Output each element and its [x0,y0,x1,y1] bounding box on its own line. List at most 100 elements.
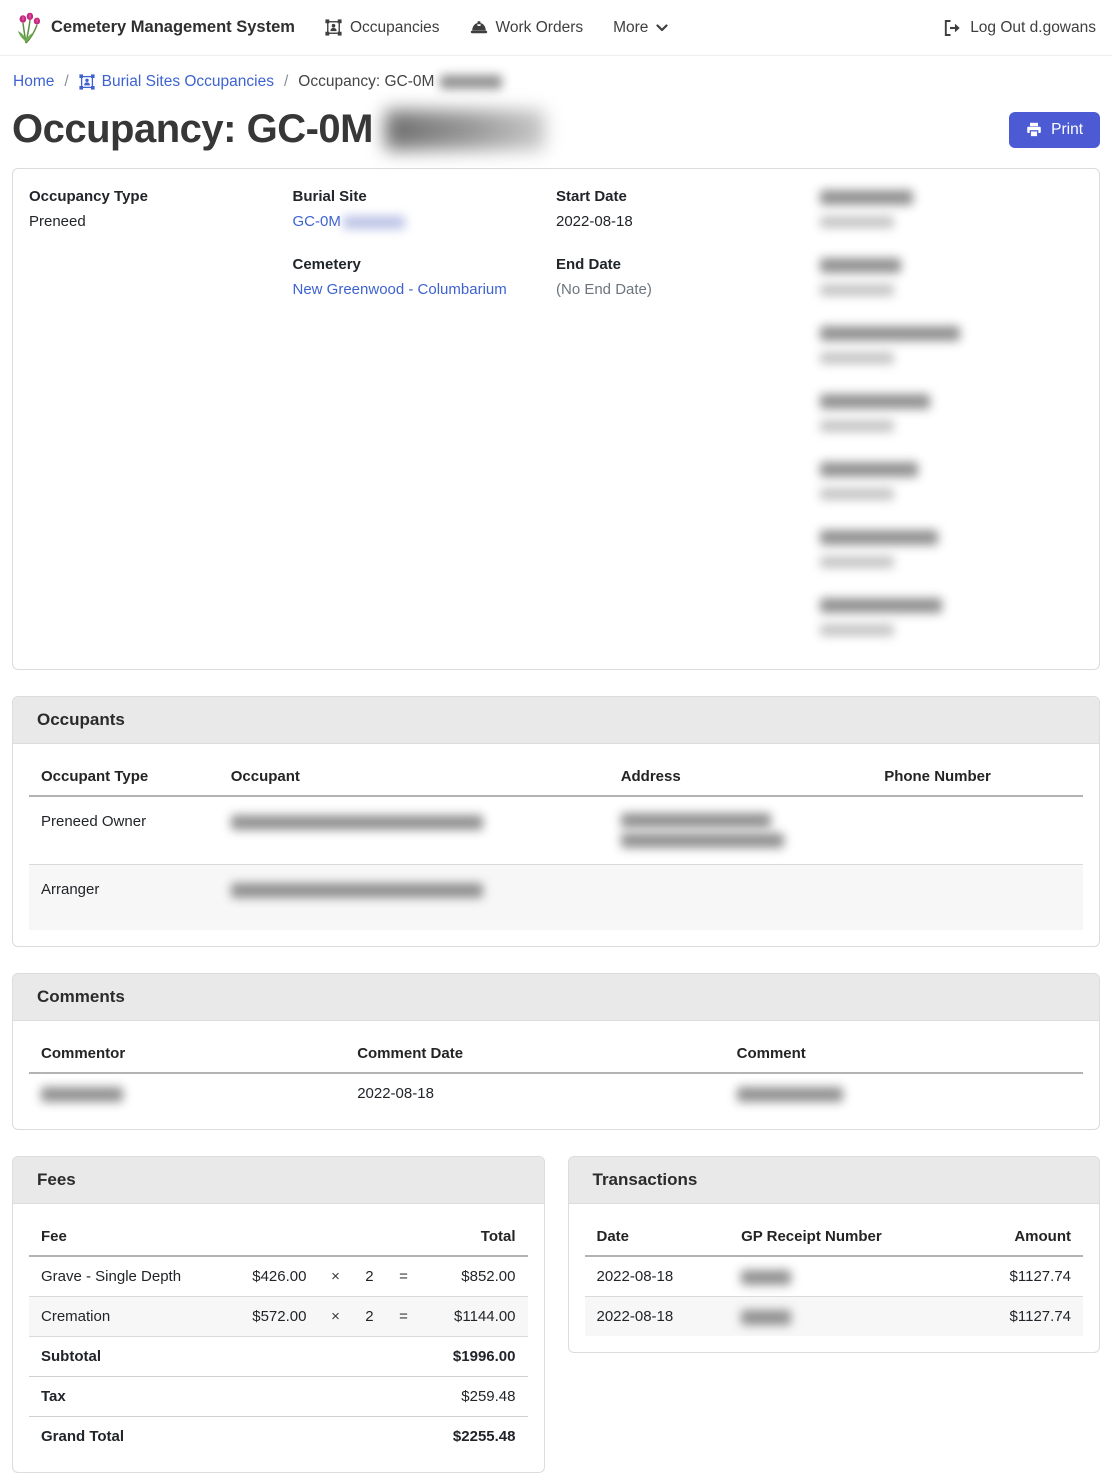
details-col-3: Start Date 2022-08-18 End Date (No End D… [556,187,820,653]
fees-title: Fees [13,1157,544,1204]
tax-value: $259.48 [234,1376,528,1417]
transaction-date-cell: 2022-08-18 [596,1308,674,1325]
redacted-text [440,75,503,89]
fee-name-cell: Grave - Single Depth [29,1256,235,1297]
start-date-label: Start Date [556,188,627,205]
comments-card: Comments Commentor Comment Date Comment … [12,973,1100,1130]
table-row: 2022-08-18 $1127.74 [584,1296,1083,1337]
transaction-date-cell: 2022-08-18 [584,1256,730,1297]
table-row: Cremation $572.00 × 2 = $1144.00 [29,1296,528,1337]
occupancy-details-card: Occupancy Type Preneed Burial Site GC-0M… [12,168,1100,670]
commentor-cell [29,1073,345,1113]
tax-row: Tax $259.48 [29,1376,528,1417]
tulips-logo-icon [16,12,42,44]
column-header: GP Receipt Number [729,1212,969,1257]
breadcrumb-separator: / [64,73,69,90]
transactions-table: Date GP Receipt Number Amount 2022-08-18… [584,1212,1083,1337]
column-header: Occupant [218,752,609,797]
comment-cell [725,1073,1083,1113]
fee-unit-cell: $426.00 [234,1256,319,1297]
navbar: Cemetery Management System Occupancies [0,0,1112,56]
fee-total-cell: $852.00 [420,1256,528,1297]
column-header: Total [420,1212,528,1257]
grand-total-row: Grand Total $2255.48 [29,1416,528,1456]
cemetery-label: Cemetery [292,256,361,273]
column-header: Commentor [29,1029,346,1074]
comment-date-cell: 2022-08-18 [357,1085,434,1102]
occupants-table: Occupant Type Occupant Address Phone Num… [29,752,1083,930]
occupant-address-cell [609,865,873,931]
fee-equals-cell: = [386,1256,421,1297]
fee-qty-cell: 2 [352,1256,387,1297]
transactions-card: Transactions Date GP Receipt Number Amou… [567,1156,1100,1353]
nav-item-label: Work Orders [495,18,584,36]
table-row: Preneed Owner [29,796,1083,865]
page-header: Occupancy: GC-0M Print [0,101,1112,168]
transaction-amount-cell: $1127.74 [968,1256,1083,1297]
subtotal-row: Subtotal $1996.00 [29,1336,528,1377]
gp-receipt-cell [729,1297,968,1337]
hard-hat-icon [470,20,488,35]
transactions-title: Transactions [568,1157,1099,1204]
nav-item-work-orders[interactable]: Work Orders [470,18,584,37]
comments-table: Commentor Comment Date Comment 2022-08-1… [29,1029,1083,1113]
gp-receipt-cell [729,1256,969,1297]
occupancies-frame-icon [325,19,342,36]
subtotal-label: Subtotal [29,1336,235,1377]
occupancies-frame-icon [79,74,95,90]
start-date-value: 2022-08-18 [556,213,633,230]
fees-table: Fee Total Grave - Single Depth $426.00 ×… [29,1212,528,1456]
fee-times-cell: × [318,1256,353,1297]
breadcrumb-occupancies-label: Burial Sites Occupancies [101,73,274,90]
tax-label: Tax [29,1376,235,1417]
breadcrumb-current: Occupancy: GC-0M [298,73,503,91]
nav-item-label: Occupancies [349,18,440,36]
details-col-2: Burial Site GC-0M Cemetery New Greenwood… [293,187,557,653]
cemetery-link[interactable]: New Greenwood - Columbarium [292,281,507,298]
app-title: Cemetery Management System [51,18,295,36]
nav-item-label: More [613,18,649,36]
occupant-address-cell [608,796,873,865]
redacted-text [384,109,545,150]
column-header: Amount [968,1212,1083,1257]
breadcrumb-separator: / [283,73,289,90]
fee-equals-cell: = [386,1296,421,1337]
column-header: Phone Number [872,752,1083,797]
burial-site-link[interactable]: GC-0M [293,213,405,230]
nav-item-more[interactable]: More [613,18,669,37]
table-row: 2022-08-18 [29,1073,1083,1113]
print-label: Print [1051,121,1083,138]
printer-icon [1026,122,1042,138]
fee-qty-cell: 2 [352,1296,387,1337]
print-button[interactable]: Print [1009,112,1100,148]
occupants-title: Occupants [13,697,1099,744]
end-date-label: End Date [556,256,622,273]
breadcrumb-home-link[interactable]: Home [13,73,55,90]
details-col-4-redacted [819,187,1084,653]
occupant-name-cell [219,865,609,931]
column-header: Comment Date [345,1029,725,1074]
redacted-text [342,215,405,229]
column-header: Address [608,752,873,797]
table-row: Arranger [29,864,1083,931]
breadcrumb-occupancies-link[interactable]: Burial Sites Occupancies [79,73,274,91]
occupants-card: Occupants Occupant Type Occupant Address… [12,696,1100,947]
breadcrumb: Home / Burial Sites Occupancies / Occupa… [0,56,1112,101]
page-title: Occupancy: GC-0M [12,107,545,152]
burial-site-label: Burial Site [292,188,367,205]
subtotal-value: $1996.00 [234,1336,528,1377]
column-header: Occupant Type [29,752,219,797]
column-header: Comment [724,1029,1083,1074]
nav-item-occupancies[interactable]: Occupancies [325,19,440,37]
app-brand: Cemetery Management System [16,12,295,44]
details-col-1: Occupancy Type Preneed [29,187,293,653]
table-row: Grave - Single Depth $426.00 × 2 = $852.… [29,1256,528,1297]
fee-unit-cell: $572.00 [234,1296,319,1337]
occupant-name-cell [218,796,609,865]
column-header: Date [584,1212,730,1257]
fee-times-cell: × [318,1296,353,1337]
logout-button[interactable]: Log Out d.gowans [944,19,1096,37]
occupant-type-cell: Arranger [41,881,100,898]
fee-total-cell: $1144.00 [420,1296,528,1337]
fee-name-cell: Cremation [29,1296,235,1337]
